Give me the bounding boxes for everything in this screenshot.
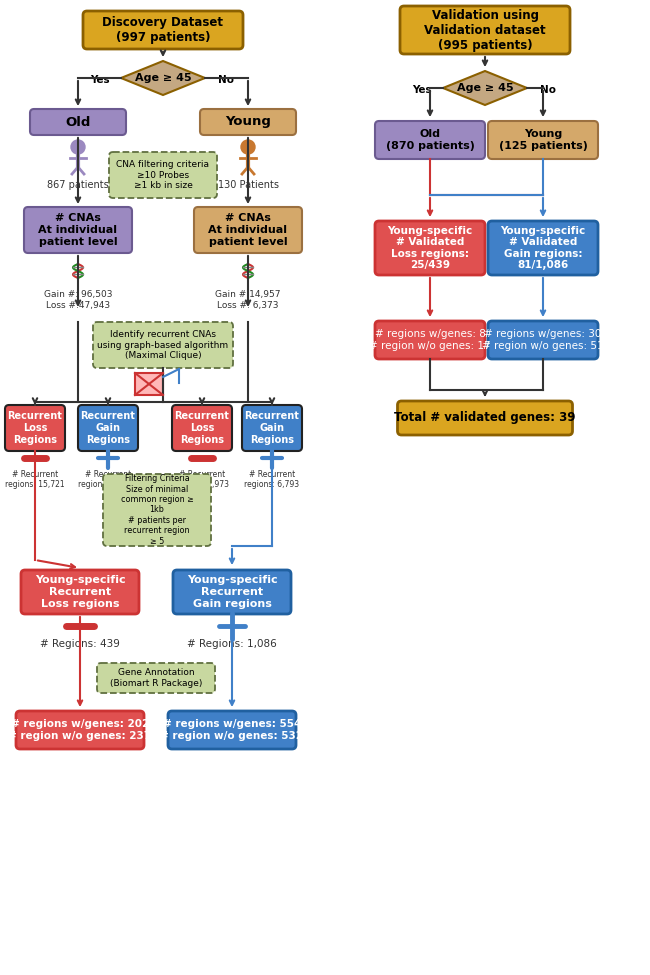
Polygon shape	[121, 61, 205, 95]
FancyBboxPatch shape	[400, 6, 570, 54]
Text: # Regions: 1,086: # Regions: 1,086	[187, 639, 277, 649]
Text: # regions w/genes: 30
# region w/o genes: 51: # regions w/genes: 30 # region w/o genes…	[482, 330, 604, 351]
FancyBboxPatch shape	[194, 207, 302, 253]
FancyBboxPatch shape	[375, 221, 485, 275]
Text: # CNAs
At individual
patient level: # CNAs At individual patient level	[209, 214, 287, 247]
Text: Young-specific
# Validated
Gain regions:
81/1,086: Young-specific # Validated Gain regions:…	[500, 225, 586, 270]
FancyBboxPatch shape	[97, 663, 215, 693]
Text: Gain #: 96,503
Loss #:47,943: Gain #: 96,503 Loss #:47,943	[44, 291, 112, 310]
FancyBboxPatch shape	[172, 405, 232, 451]
Circle shape	[241, 140, 255, 154]
Text: Recurrent
Loss
Regions: Recurrent Loss Regions	[175, 411, 229, 445]
Text: Old
(870 patients): Old (870 patients)	[385, 130, 474, 151]
Text: Identify recurrent CNAs
using graph-based algorithm
(Maximal Clique): Identify recurrent CNAs using graph-base…	[98, 331, 229, 360]
Text: # Regions: 439: # Regions: 439	[40, 639, 120, 649]
Text: Young-specific
# Validated
Loss regions:
25/439: Young-specific # Validated Loss regions:…	[387, 225, 473, 270]
Text: Young: Young	[225, 115, 271, 129]
Text: Age ≥ 45: Age ≥ 45	[135, 73, 191, 83]
Text: Young
(125 patients): Young (125 patients)	[499, 130, 588, 151]
Text: Old: Old	[65, 115, 91, 129]
FancyBboxPatch shape	[109, 152, 217, 198]
Text: Gene Annotation
(Biomart R Package): Gene Annotation (Biomart R Package)	[110, 668, 202, 687]
Text: # Recurrent
regions: 1,973: # Recurrent regions: 1,973	[174, 470, 229, 489]
Text: 867 patients: 867 patients	[47, 180, 109, 190]
FancyBboxPatch shape	[21, 570, 139, 614]
FancyBboxPatch shape	[16, 711, 144, 749]
Text: # CNAs
At individual
patient level: # CNAs At individual patient level	[38, 214, 118, 247]
FancyBboxPatch shape	[168, 711, 296, 749]
Text: No: No	[218, 75, 234, 85]
FancyBboxPatch shape	[103, 474, 211, 546]
Text: # regions w/genes: 554
# region w/o genes: 532: # regions w/genes: 554 # region w/o gene…	[161, 720, 304, 741]
Text: # regions w/genes: 8
# region w/o genes: 17: # regions w/genes: 8 # region w/o genes:…	[369, 330, 491, 351]
FancyBboxPatch shape	[135, 373, 163, 395]
Text: Recurrent
Gain
Regions: Recurrent Gain Regions	[244, 411, 300, 445]
FancyBboxPatch shape	[173, 570, 291, 614]
FancyBboxPatch shape	[30, 109, 126, 135]
FancyBboxPatch shape	[488, 221, 598, 275]
FancyBboxPatch shape	[24, 207, 132, 253]
Text: No: No	[540, 85, 556, 95]
Text: Young-specific
Recurrent
Gain regions: Young-specific Recurrent Gain regions	[187, 575, 278, 608]
Text: Gain #:14,957
Loss #: 6,373: Gain #:14,957 Loss #: 6,373	[215, 291, 281, 310]
FancyBboxPatch shape	[93, 322, 233, 368]
Text: # Recurrent
regions: 15,721: # Recurrent regions: 15,721	[5, 470, 65, 489]
Text: # Recurrent
regions: 38,264: # Recurrent regions: 38,264	[78, 470, 138, 489]
FancyBboxPatch shape	[242, 405, 302, 451]
Text: Young-specific
Recurrent
Loss regions: Young-specific Recurrent Loss regions	[34, 575, 125, 608]
FancyBboxPatch shape	[5, 405, 65, 451]
Text: 130 Patients: 130 Patients	[218, 180, 278, 190]
Text: Recurrent
Loss
Regions: Recurrent Loss Regions	[8, 411, 62, 445]
Text: Recurrent
Gain
Regions: Recurrent Gain Regions	[81, 411, 135, 445]
Text: # regions w/genes: 202
# region w/o genes: 237: # regions w/genes: 202 # region w/o gene…	[8, 720, 151, 741]
FancyBboxPatch shape	[83, 11, 243, 49]
Text: CNA filtering criteria
≥10 Probes
≥1 kb in size: CNA filtering criteria ≥10 Probes ≥1 kb …	[116, 160, 209, 190]
Text: Yes: Yes	[90, 75, 110, 85]
FancyBboxPatch shape	[375, 321, 485, 359]
Text: # Recurrent
regions: 6,793: # Recurrent regions: 6,793	[244, 470, 300, 489]
Text: Yes: Yes	[412, 85, 432, 95]
Polygon shape	[443, 71, 527, 105]
Text: Validation using
Validation dataset
(995 patients): Validation using Validation dataset (995…	[424, 9, 546, 52]
Text: Filtering Criteria
Size of minimal
common region ≥
1kb
# patients per
recurrent : Filtering Criteria Size of minimal commo…	[120, 474, 194, 546]
FancyBboxPatch shape	[200, 109, 296, 135]
FancyBboxPatch shape	[375, 121, 485, 159]
FancyBboxPatch shape	[488, 321, 598, 359]
Text: Total # validated genes: 39: Total # validated genes: 39	[395, 411, 576, 424]
FancyBboxPatch shape	[398, 401, 573, 435]
FancyBboxPatch shape	[78, 405, 138, 451]
Text: Discovery Dataset
(997 patients): Discovery Dataset (997 patients)	[103, 16, 224, 44]
Text: Age ≥ 45: Age ≥ 45	[457, 83, 514, 93]
Circle shape	[71, 140, 85, 154]
FancyBboxPatch shape	[488, 121, 598, 159]
